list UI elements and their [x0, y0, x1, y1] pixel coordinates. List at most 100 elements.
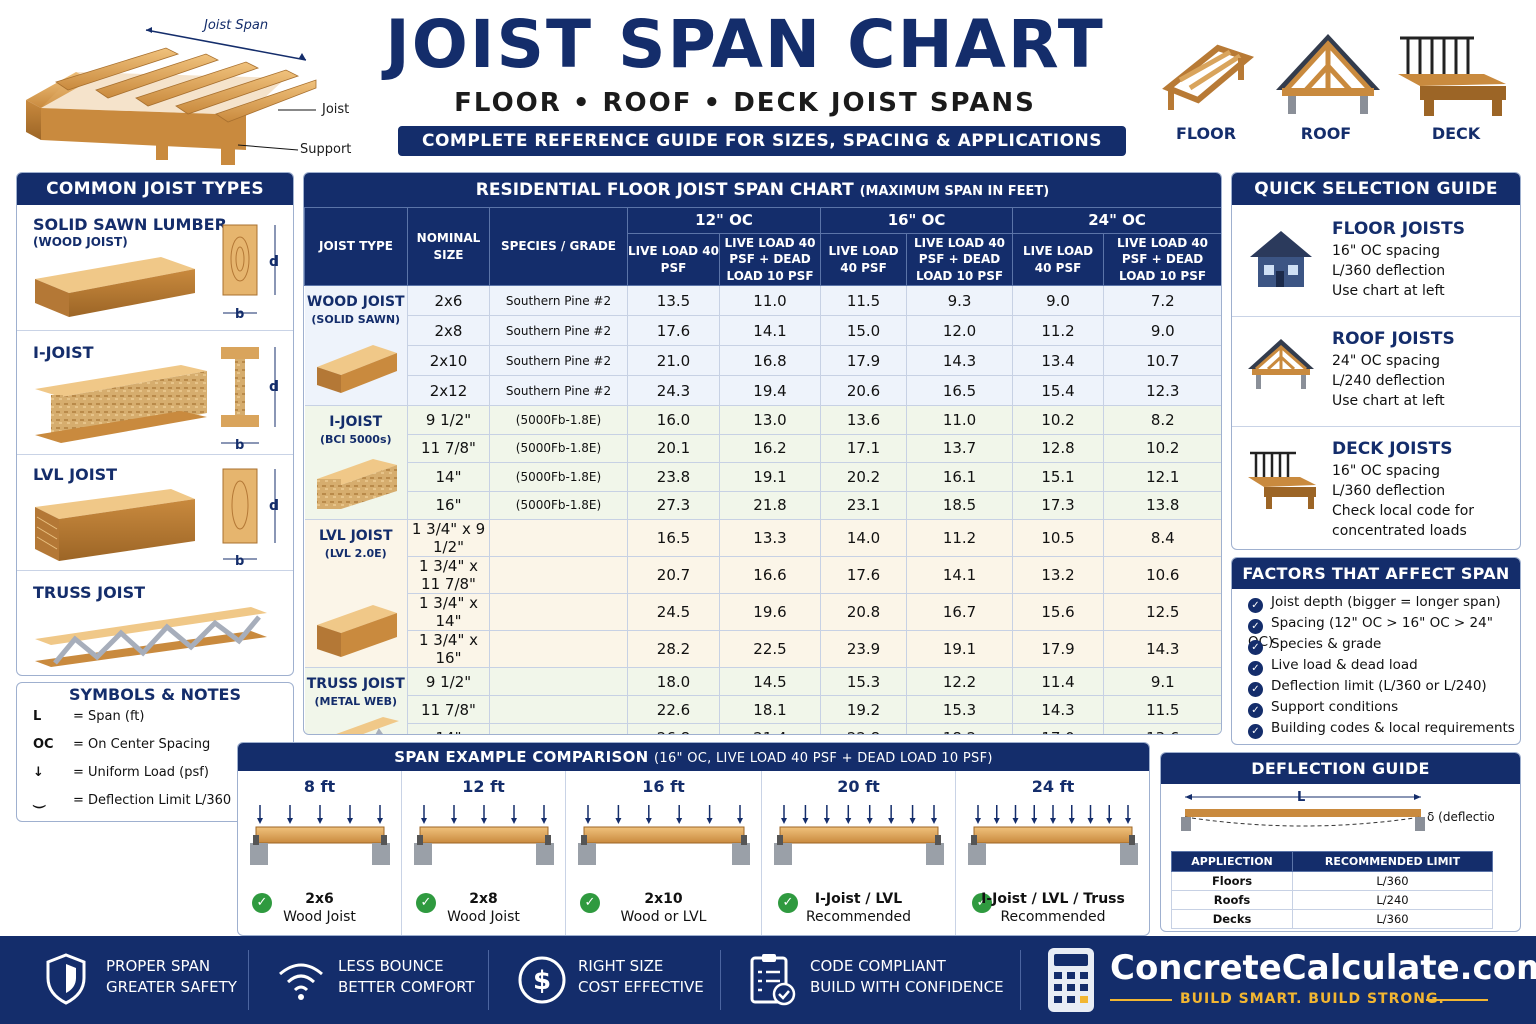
- table-row: WOOD JOIST (SOLID SAWN) 2x6 Southern Pine #…: [304, 285, 1221, 406]
- nominal-size-cell: 14": [407, 462, 490, 492]
- span-example-type: Wood Joist: [283, 909, 356, 925]
- col-joist-type: JOIST TYPE: [304, 207, 408, 286]
- factor-text: Live load & dead load: [1271, 657, 1418, 673]
- span-example-title-text: SPAN EXAMPLE COMPARISON: [394, 748, 649, 766]
- span-example-cell: 12 ft ✓ 2x8 Wood Joist: [402, 771, 566, 935]
- qs-deck-joists: DECK JOISTS 16" OC spacing L/360 deflect…: [1232, 427, 1520, 549]
- span-value-cell: 17.6: [627, 315, 720, 346]
- span-value-cell: 20.2: [820, 462, 907, 492]
- nominal-size-cell: 11 7/8": [407, 434, 490, 463]
- check-icon: ✓: [1248, 724, 1263, 739]
- joist-type-cell: TRUSS JOIST (METAL WEB): [304, 667, 408, 734]
- hero-joist-label: Joist: [322, 102, 350, 117]
- span-value-cell: 16.7: [906, 593, 1013, 631]
- span-value-cell: 11.2: [1012, 315, 1104, 346]
- check-icon: ✓: [1248, 598, 1263, 613]
- species-grade-cell: [489, 593, 628, 631]
- span-value-cell: 9.0: [1012, 285, 1104, 316]
- span-example-cell: 24 ft ✓ I-Joist / LVL / Truss Recommended: [956, 771, 1149, 935]
- table-row: 2x10 Southern Pine #2 21.0 16.8 17.9 14.3 13.4…: [305, 345, 1221, 376]
- species-grade-cell: (5000Fb-1.8E): [489, 491, 628, 520]
- qs-line: L/240 deflection: [1332, 373, 1446, 389]
- table-row: 11 7/8" 22.6 18.1 19.2 15.3 14.3 11.5: [305, 695, 1221, 724]
- joist-type-cell: LVL JOIST (LVL 2.0E): [304, 519, 408, 668]
- factors-title: FACTORS THAT AFFECT SPAN: [1232, 558, 1520, 589]
- symbol-glyph: OC: [33, 737, 54, 752]
- wood-joist-icon: [316, 345, 397, 393]
- roof-truss-icon: [1248, 339, 1314, 389]
- span-example-title-note: (16" OC, LIVE LOAD 40 PSF + DEAD LOAD 10…: [654, 751, 993, 766]
- solid-sawn-section-icon: d b: [222, 224, 279, 322]
- span-value-cell: 20.8: [820, 593, 907, 631]
- joist-type-name: I-JOIST: [329, 414, 383, 430]
- span-chart-title: RESIDENTIAL FLOOR JOIST SPAN CHART (MAXI…: [304, 173, 1221, 207]
- span-example-size: 2x10: [644, 891, 683, 907]
- span-table-body: WOOD JOIST (SOLID SAWN) 2x6 Southern Pine #…: [304, 285, 1221, 734]
- span-value-cell: 10.6: [1103, 556, 1221, 594]
- span-value-cell: 13.0: [718, 405, 821, 435]
- hero-support-label: Support: [300, 142, 352, 157]
- span-value-cell: 15.4: [1012, 375, 1104, 406]
- factor-text: Species & grade: [1271, 636, 1382, 652]
- species-grade-cell: [489, 556, 628, 594]
- span-value-cell: 28.2: [627, 630, 720, 668]
- nominal-size-cell: 14": [407, 723, 490, 734]
- span-value-cell: 20.1: [627, 434, 720, 463]
- span-value-cell: 22.8: [820, 723, 907, 734]
- table-row: I-JOIST (BCI 5000s) 9 1/2" (5000Fb-1.8E) 16.…: [304, 405, 1221, 520]
- symbol-span: L = Span (ft): [33, 709, 144, 724]
- floor-icon-label: FLOOR: [1175, 124, 1237, 143]
- span-length: 24 ft: [1031, 777, 1075, 796]
- span-value-cell: 18.0: [627, 667, 720, 696]
- span-value-cell: 15.0: [820, 315, 907, 346]
- check-icon: ✓: [1248, 619, 1263, 634]
- qs-line: 24" OC spacing: [1332, 353, 1441, 369]
- defl-limit: L/240: [1292, 890, 1493, 910]
- footer-text: PROPER SPAN GREATER SAFETY: [106, 956, 237, 998]
- dim-d-label: d: [269, 254, 279, 270]
- dim-d-label: d: [269, 498, 279, 514]
- span-example-cell: 8 ft ✓ 2x6 Wood Joist: [238, 771, 402, 935]
- span-beam-diagram: [250, 805, 390, 865]
- span-value-cell: 12.8: [1012, 434, 1104, 463]
- lvl-joist-icon: [316, 605, 397, 657]
- span-value-cell: 17.0: [1012, 723, 1104, 734]
- span-value-cell: 24.5: [627, 593, 720, 631]
- span-example-type: Recommended: [1000, 909, 1106, 925]
- col-live-load: LIVE LOAD 40 PSF: [627, 233, 720, 286]
- table-row: 1 3/4" x 14" 24.5 19.6 20.8 16.7 15.6 12.5: [305, 593, 1221, 631]
- type-truss: TRUSS JOIST: [17, 571, 293, 675]
- type-lvl: LVL JOIST d b: [17, 455, 293, 571]
- nominal-size-cell: 1 3/4" x 9 1/2": [407, 519, 490, 557]
- span-value-cell: 16.2: [718, 434, 821, 463]
- span-value-cell: 9.3: [906, 285, 1013, 316]
- factor-text: Joist depth (bigger = longer span): [1271, 594, 1501, 610]
- span-example-size: I-Joist / LVL: [814, 891, 903, 907]
- span-value-cell: 11.2: [906, 519, 1013, 557]
- span-value-cell: 22.5: [718, 630, 821, 668]
- check-icon: ✓: [1248, 703, 1263, 718]
- check-circle-icon: ✓: [580, 893, 600, 913]
- span-value-cell: 26.8: [627, 723, 720, 734]
- col-live-load: LIVE LOAD 40 PSF: [820, 233, 908, 286]
- span-value-cell: 16.1: [906, 462, 1013, 492]
- span-beam-diagram: [968, 805, 1138, 865]
- qs-line: Use chart at left: [1332, 283, 1445, 299]
- check-icon: ✓: [1248, 682, 1263, 697]
- defl-app: Floors: [1170, 871, 1294, 891]
- span-value-cell: 13.7: [906, 434, 1013, 463]
- span-value-cell: 9.0: [1103, 315, 1221, 346]
- col-live-dead-load: LIVE LOAD 40 PSF + DEAD LOAD 10 PSF: [1103, 233, 1221, 286]
- span-value-cell: 8.4: [1103, 519, 1221, 557]
- span-value-cell: 11.0: [718, 285, 821, 316]
- span-value-cell: 19.4: [718, 375, 821, 406]
- species-grade-cell: Southern Pine #2: [489, 345, 628, 376]
- span-value-cell: 20.6: [820, 375, 907, 406]
- table-row: 1 3/4" x 16" 28.2 22.5 23.9 19.1 17.9 14.3: [305, 630, 1221, 668]
- table-row: TRUSS JOIST (METAL WEB) 9 1/2" 18.0 14.5 15.3…: [304, 667, 1221, 734]
- species-grade-cell: Southern Pine #2: [489, 375, 628, 406]
- roof-icon-label: ROOF: [1300, 124, 1352, 143]
- span-example-cell: 20 ft ✓ I-Joist / LVL Recommended: [762, 771, 956, 935]
- footer-bar: PROPER SPAN GREATER SAFETY LESS BOUNCE BET…: [0, 936, 1536, 1024]
- shield-icon: [46, 953, 86, 1005]
